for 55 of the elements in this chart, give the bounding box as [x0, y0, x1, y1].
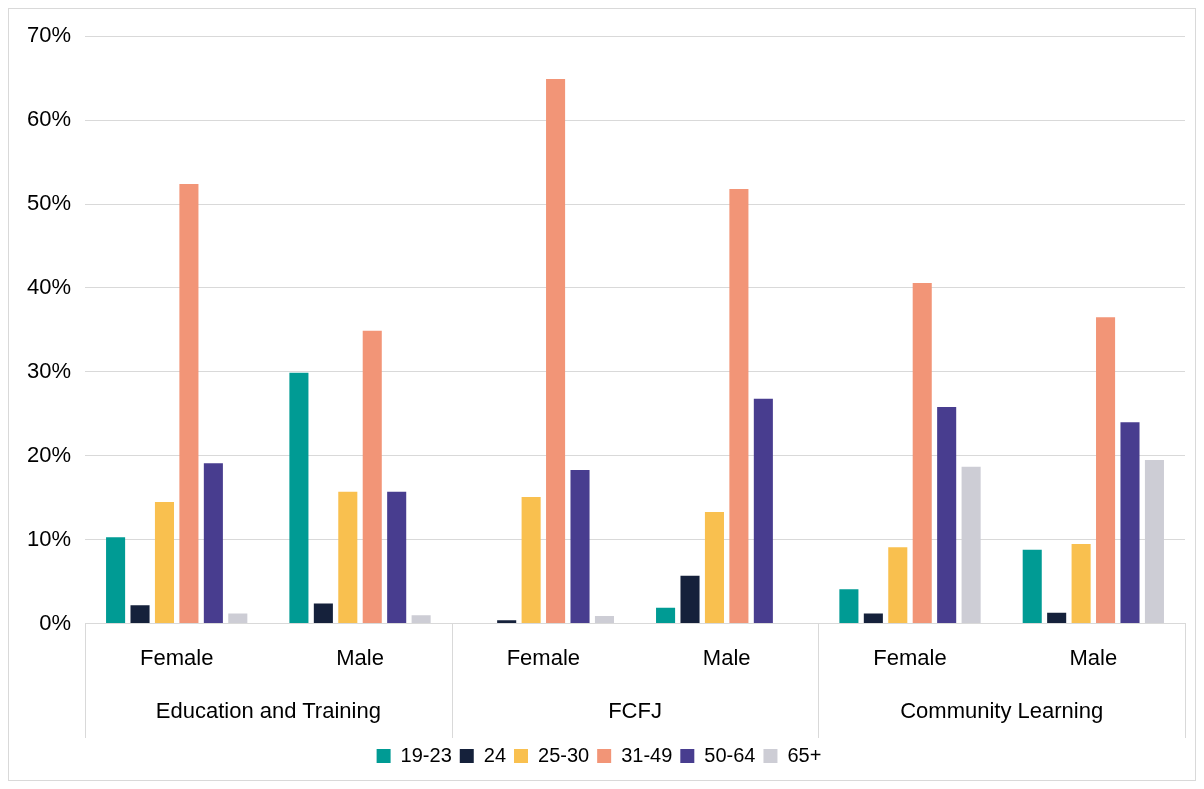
y-tick-label: 0% [39, 609, 72, 635]
text: Community Learning [900, 698, 1104, 724]
bar [863, 613, 883, 624]
y-tick-label: 70% [26, 22, 72, 48]
bar [729, 188, 749, 624]
x-tick-label: Female [140, 644, 214, 670]
bar [1022, 549, 1042, 624]
x-tick-label: Male [336, 644, 384, 670]
bar [313, 603, 333, 624]
bar [106, 537, 126, 624]
bar [937, 407, 957, 624]
y-tick-label: 50% [26, 190, 72, 216]
y-tick-label: 40% [26, 274, 72, 300]
bar [704, 511, 724, 624]
legend-label: 25-30 [538, 743, 590, 766]
bar [228, 613, 248, 624]
bar [203, 463, 223, 624]
bar [546, 79, 566, 624]
x-tick-label: Male [702, 644, 751, 670]
bar [179, 183, 199, 624]
bar [753, 398, 773, 624]
legend-label: 65+ [787, 743, 822, 766]
x-tick-label: Male [1069, 644, 1118, 670]
x-tick-label: Female [506, 644, 581, 670]
bar [497, 620, 517, 624]
bar [1047, 612, 1067, 624]
bar [289, 372, 309, 624]
bar [1120, 422, 1140, 624]
x-tick-label: Female [873, 644, 947, 670]
bar [362, 330, 382, 624]
bar [1071, 543, 1091, 624]
y-tick-label: 30% [26, 357, 72, 383]
bar [338, 491, 358, 624]
y-tick-label: 20% [26, 441, 72, 467]
bar [154, 501, 175, 624]
bar [888, 547, 908, 624]
bar [839, 589, 859, 624]
text: FCFJ [608, 698, 662, 724]
bar [387, 491, 407, 624]
bar [570, 470, 590, 624]
y-tick-label: 60% [26, 106, 72, 132]
bar [521, 496, 541, 624]
bar [1096, 317, 1116, 624]
bar [130, 605, 150, 624]
bar [912, 282, 932, 624]
y-tick-label: 10% [26, 525, 72, 551]
legend-label: 50-64 [704, 743, 756, 766]
legend-label: 31-49 [621, 743, 673, 766]
bar [680, 575, 700, 624]
bar [594, 616, 614, 624]
bar [656, 607, 676, 624]
text: Education and Training [155, 698, 381, 724]
legend-label: 19-23 [400, 743, 452, 766]
bar [411, 615, 431, 624]
legend-label: 24 [483, 743, 507, 766]
